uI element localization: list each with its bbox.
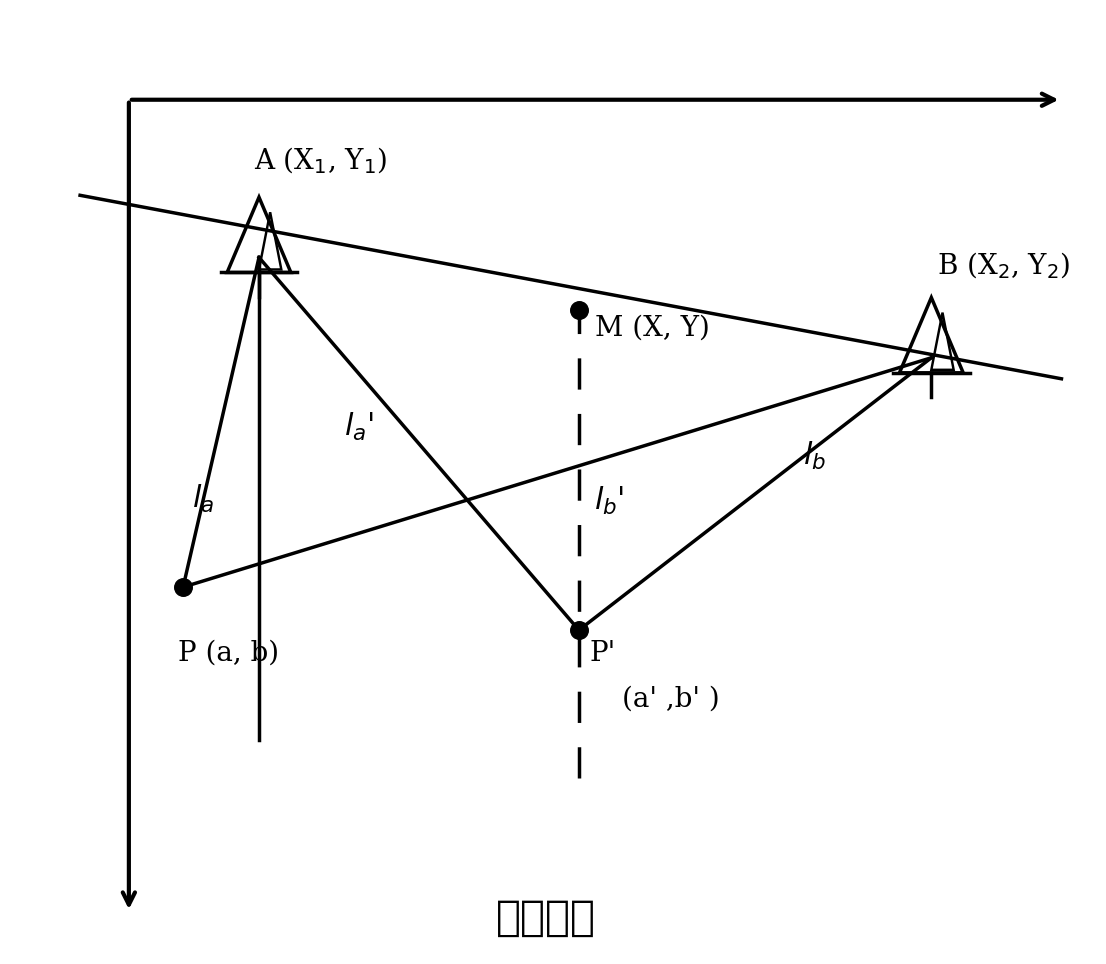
Text: (a' ,b' ): (a' ,b' ) — [623, 685, 720, 712]
Text: A (X$_1$, Y$_1$): A (X$_1$, Y$_1$) — [253, 146, 387, 176]
Text: M (X, Y): M (X, Y) — [595, 315, 710, 342]
Text: $l_a$: $l_a$ — [191, 483, 213, 515]
Text: $l_a$': $l_a$' — [344, 411, 374, 442]
Text: B (X$_2$, Y$_2$): B (X$_2$, Y$_2$) — [937, 251, 1070, 281]
Text: $l_b$': $l_b$' — [594, 485, 625, 517]
Text: $l_b$: $l_b$ — [803, 440, 826, 471]
Text: 目标航线: 目标航线 — [497, 897, 596, 939]
Text: P': P' — [589, 640, 616, 667]
Text: P (a, b): P (a, b) — [178, 640, 279, 667]
Point — [570, 623, 587, 638]
Point — [175, 579, 192, 595]
Point — [570, 303, 587, 318]
